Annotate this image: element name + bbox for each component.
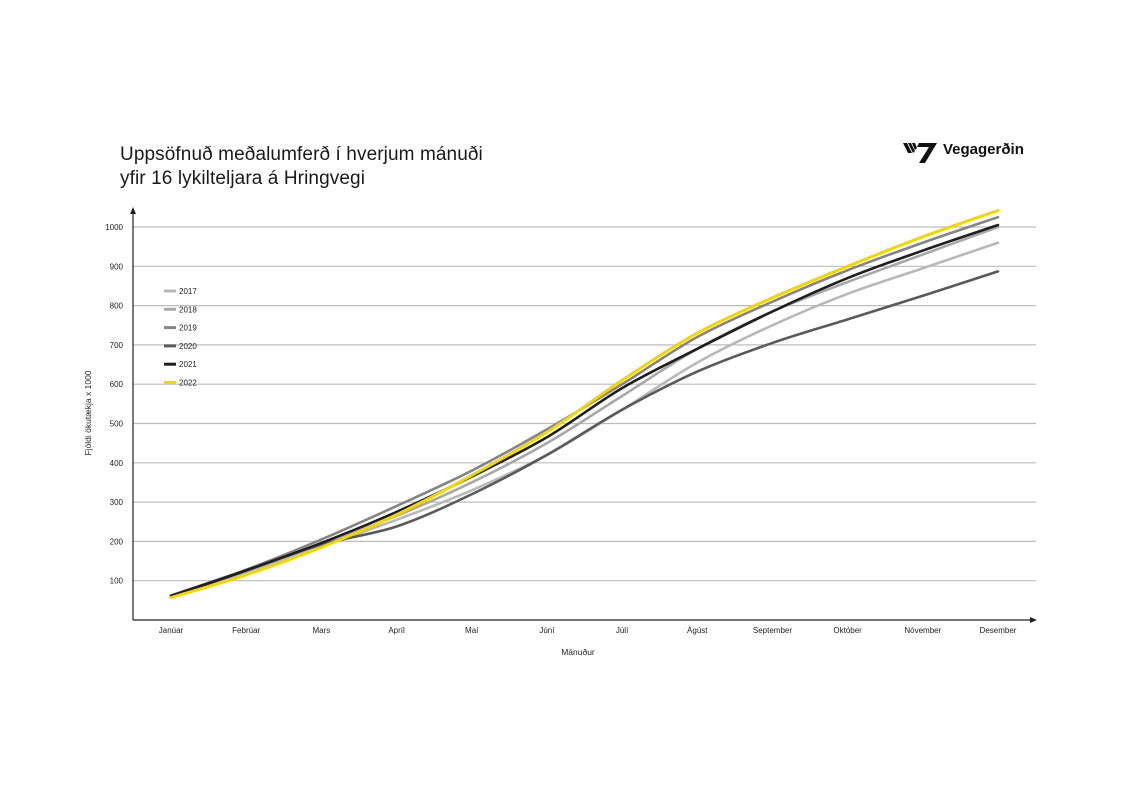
- brand-name: Vegagerðin: [943, 141, 1024, 158]
- legend-label-2019: 2019: [179, 324, 197, 333]
- legend-label-2020: 2020: [179, 342, 197, 351]
- chart-title-line-2: yfir 16 lykilteljara á Hringvegi: [120, 168, 366, 189]
- legend-label-2018: 2018: [179, 305, 197, 314]
- x-axis-arrow-icon: [1030, 617, 1037, 623]
- vegagerdin-logo: Vegagerðin: [903, 139, 1043, 167]
- series-line-2020: [169, 270, 1000, 597]
- y-tick-label: 700: [110, 341, 124, 350]
- x-tick-label: Nóvember: [904, 626, 941, 635]
- y-tick-label: 100: [110, 577, 124, 586]
- x-tick-label: Mars: [312, 626, 330, 635]
- y-axis-title: Fjöldi ökutækja x 1000: [83, 370, 93, 455]
- road-stripes-logo-icon: [903, 143, 937, 163]
- x-tick-label: Ágúst: [687, 626, 708, 635]
- legend-label-2017: 2017: [179, 287, 197, 296]
- x-tick-labels: Janúar Febrúar Mars Apríl Maí Júní Júlí Ágúst Se…: [159, 626, 1017, 635]
- x-tick-label: Júní: [539, 626, 555, 635]
- y-tick-label: 1000: [105, 223, 123, 232]
- x-tick-label: Janúar: [159, 626, 184, 635]
- y-tick-label: 300: [110, 498, 124, 507]
- series-line-2022: [169, 208, 1000, 600]
- y-tick-label: 500: [110, 420, 124, 429]
- grid-lines: [133, 226, 1036, 582]
- y-tick-label: 200: [110, 537, 124, 546]
- legend-label-2021: 2021: [179, 360, 197, 369]
- y-tick-label: 400: [110, 459, 124, 468]
- legend-label-2022: 2022: [179, 379, 197, 388]
- x-tick-label: Júlí: [616, 626, 629, 635]
- x-tick-label: September: [753, 626, 792, 635]
- y-tick-label: 900: [110, 262, 124, 271]
- legend: 2017 2018 2019 2020 2021 2022: [164, 287, 197, 388]
- x-tick-label: Desember: [980, 626, 1017, 635]
- x-tick-label: Október: [833, 626, 862, 635]
- chart-title-line-1: Uppsöfnuð meðalumferð í hverjum mánuði: [120, 144, 483, 165]
- x-axis-title: Mánuður: [561, 647, 595, 657]
- y-axis-arrow-icon: [130, 207, 136, 214]
- y-tick-label: 800: [110, 302, 124, 311]
- axes: [130, 207, 1037, 623]
- x-tick-label: Maí: [465, 626, 479, 635]
- x-tick-label: Febrúar: [232, 626, 260, 635]
- series-lines: [169, 208, 1000, 600]
- x-tick-label: Apríl: [388, 626, 405, 635]
- y-tick-labels: 100 200 300 400 500 600 700 800 900 1000: [105, 223, 123, 586]
- y-tick-label: 600: [110, 380, 124, 389]
- chart-title: Uppsöfnuð meðalumferð í hverjum mánuði y…: [120, 143, 483, 191]
- series-line-2021: [169, 223, 1000, 598]
